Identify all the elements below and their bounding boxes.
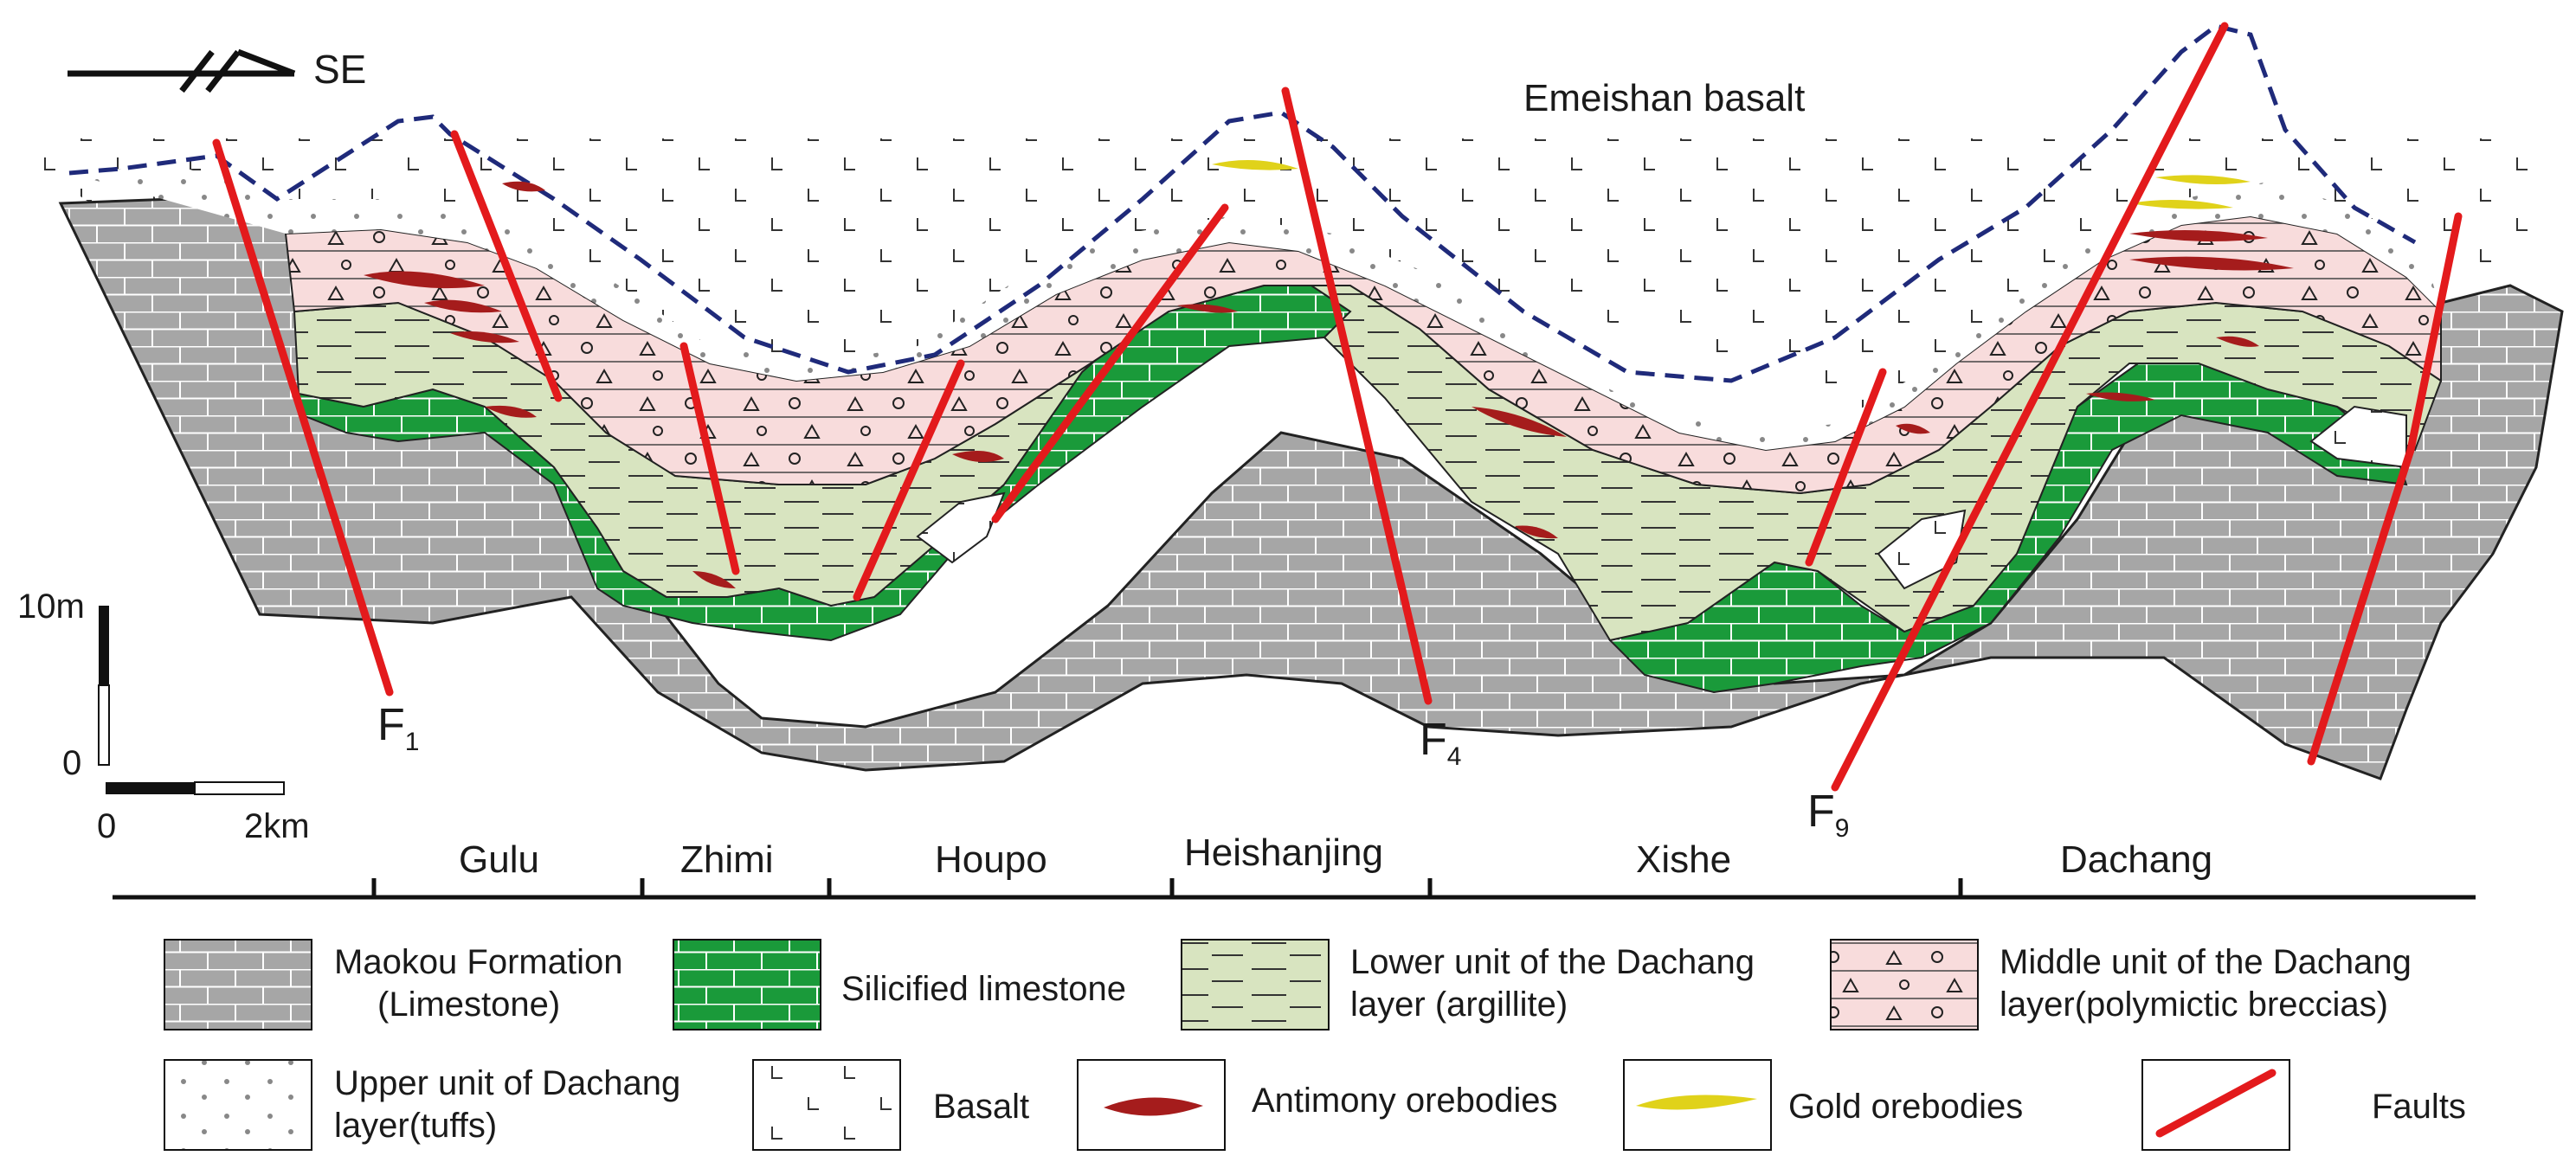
antimony-orebody-icon <box>1104 1097 1203 1116</box>
fault-label-main: F <box>1420 715 1447 765</box>
legend-label: Silicified limestone <box>841 970 1126 1008</box>
legend-label: Lower unit of the Dachang <box>1350 943 1755 981</box>
horizontal-scale-left: 0 <box>97 807 116 845</box>
fault-label-f4: F4 <box>1420 715 1461 771</box>
fault-line <box>991 203 1229 523</box>
site-label: Houpo <box>935 838 1047 881</box>
fault-label-sub: 1 <box>405 728 420 756</box>
gold-orebodies <box>1212 160 2251 209</box>
site-label: Gulu <box>459 838 539 881</box>
fault-line-f4 <box>1281 87 1433 705</box>
legend-label: layer(polymictic breccias) <box>2000 986 2388 1024</box>
strike-dip-arrow-icon <box>68 48 296 93</box>
fault-line-f9 <box>1831 22 2229 792</box>
fault-line <box>679 342 740 575</box>
legend-label: Maokou Formation <box>334 943 622 981</box>
fault-label-sub: 9 <box>1835 814 1850 843</box>
fault-line <box>853 359 965 601</box>
legend-label: Basalt <box>933 1088 1029 1126</box>
site-label: Xishe <box>1636 838 1731 881</box>
horizontal-scale-bar <box>106 781 285 795</box>
fault-line-f1 <box>212 138 394 697</box>
tuff-upper-unit <box>69 164 2441 450</box>
legend-label: layer(tuffs) <box>334 1107 497 1145</box>
fault-label-sub: 4 <box>1447 742 1462 771</box>
legend-swatch-limestone <box>164 939 312 1031</box>
legend-swatch-silicified <box>673 939 821 1031</box>
legend-label: layer (argillite) <box>1350 986 1568 1024</box>
basalt-pocket <box>2309 405 2407 469</box>
fault-line <box>450 130 563 402</box>
fault-icon <box>2155 1069 2277 1138</box>
basalt-region <box>39 138 2536 433</box>
legend-swatch-tuff <box>164 1059 312 1151</box>
vertical-scale-bottom: 0 <box>62 744 81 782</box>
legend-swatch-argillite <box>1181 939 1330 1031</box>
faults <box>212 22 2463 792</box>
legend-swatch-basalt <box>752 1059 901 1151</box>
breccia-middle-unit <box>284 215 2442 495</box>
fault-line <box>2307 212 2463 766</box>
horizontal-scale-right: 2km <box>244 807 310 845</box>
legend-label: (Limestone) <box>377 986 560 1024</box>
fault-line <box>1805 368 1887 567</box>
site-axis <box>113 878 2476 900</box>
legend-swatch-breccia <box>1830 939 1979 1031</box>
legend-label: Upper unit of Dachang <box>334 1064 680 1102</box>
basalt-contact-dashed-line <box>68 23 2417 383</box>
vertical-scale-top: 10m <box>17 588 85 626</box>
antimony-orebodies <box>364 181 2294 588</box>
emeishan-basalt-label: Emeishan basalt <box>1523 77 1805 119</box>
fault-label-main: F <box>1807 787 1835 837</box>
legend-label: Middle unit of the Dachang <box>2000 943 2412 981</box>
site-label: Dachang <box>2060 838 2212 881</box>
fault-label-f1: F1 <box>377 700 419 756</box>
legend-label: Faults <box>2372 1088 2466 1126</box>
fault-label-main: F <box>377 700 405 750</box>
gold-orebody-icon <box>1636 1095 1757 1110</box>
site-label: Zhimi <box>680 838 774 881</box>
legend-label: Antimony orebodies <box>1252 1082 1558 1120</box>
legend: Maokou Formation (Limestone) Silicified … <box>164 939 2466 1151</box>
legend-label: Gold orebodies <box>1788 1088 2023 1126</box>
fault-label-f9: F9 <box>1807 787 1849 843</box>
orientation-label: SE <box>313 47 366 92</box>
site-label: Heishanjing <box>1184 831 1383 874</box>
vertical-scale-bar <box>98 606 110 766</box>
